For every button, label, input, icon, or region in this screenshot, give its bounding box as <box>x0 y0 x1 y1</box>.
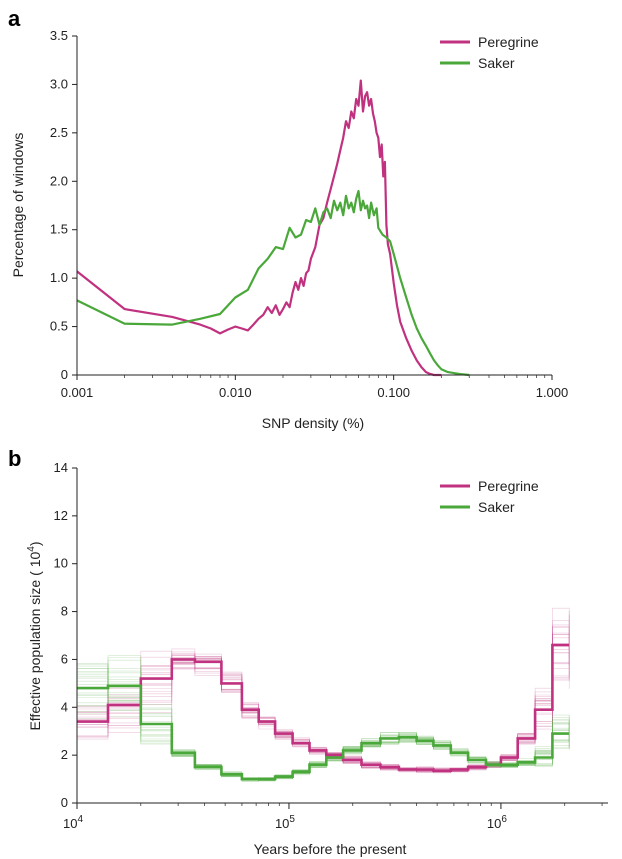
legend-label-saker: Saker <box>478 499 515 515</box>
legend-label-peregrine: Peregrine <box>478 478 539 494</box>
x-tick-label: 0.010 <box>219 385 252 400</box>
y-tick-label: 2.0 <box>50 173 68 188</box>
y-tick-label: 2.5 <box>50 125 68 140</box>
y-tick-label: 1.5 <box>50 222 68 237</box>
bootstrap-line-peregrine <box>77 607 570 771</box>
panel-b-axes: 0 2 4 6 8 10 12 14 104 105 106 <box>54 460 608 831</box>
y-tick-label: 0 <box>61 795 68 810</box>
x-tick-label: 0.100 <box>377 385 410 400</box>
series-line-saker <box>77 684 570 781</box>
x-tick-label: 105 <box>275 814 295 831</box>
x-tick-label: 0.001 <box>61 385 94 400</box>
bootstrap-line-peregrine <box>77 652 570 772</box>
y-tick-label: 14 <box>54 460 68 475</box>
y-tick-label: 1.0 <box>50 270 68 285</box>
y-tick-label: 3.5 <box>50 28 68 43</box>
series-line-saker <box>76 189 470 377</box>
panel-b-bootstrap-bands <box>77 607 570 782</box>
panel-a-series <box>76 79 470 377</box>
panel-a-y-axis-title: Percentage of windows <box>10 133 26 278</box>
bootstrap-line-saker <box>77 704 570 782</box>
y-tick-label: 2 <box>61 747 68 762</box>
panel-a-letter: a <box>8 6 21 31</box>
y-tick-label: 10 <box>54 556 68 571</box>
y-tick-label: 0.5 <box>50 319 68 334</box>
y-tick-label: 6 <box>61 651 68 666</box>
panel-a-chart: a 0 0.5 1.0 1.5 2.0 2.5 3.0 3.5 0.001 0.010 0.100 1… <box>8 6 568 431</box>
series-line-peregrine <box>76 79 442 377</box>
x-tick-label: 106 <box>487 814 507 831</box>
y-tick-label: 3.0 <box>50 76 68 91</box>
y-tick-label: 12 <box>54 508 68 523</box>
panel-a-legend: Peregrine Saker <box>440 34 539 71</box>
panel-b-chart: b 0 2 4 6 8 10 12 14 104 105 106 Years before the … <box>8 446 608 857</box>
x-tick-label: 104 <box>63 814 83 831</box>
x-tick-label: 1.000 <box>536 385 569 400</box>
legend-label-peregrine: Peregrine <box>478 34 539 50</box>
bootstrap-line-saker <box>77 700 570 781</box>
y-tick-label: 4 <box>61 699 68 714</box>
panel-a-axes: 0 0.5 1.0 1.5 2.0 2.5 3.0 3.5 0.001 0.010 0.100 1.0… <box>50 28 568 400</box>
y-tick-label: 0 <box>61 367 68 382</box>
panel-a-x-axis-title: SNP density (%) <box>262 415 364 431</box>
y-tick-label: 8 <box>61 604 68 619</box>
legend-label-saker: Saker <box>478 55 515 71</box>
panel-b-x-axis-title: Years before the present <box>254 841 407 857</box>
panel-b-legend: Peregrine Saker <box>440 478 539 515</box>
panel-b-series <box>77 643 570 781</box>
panel-b-letter: b <box>8 446 21 471</box>
panel-b-y-axis-title: Effective population size (104) <box>26 541 43 730</box>
